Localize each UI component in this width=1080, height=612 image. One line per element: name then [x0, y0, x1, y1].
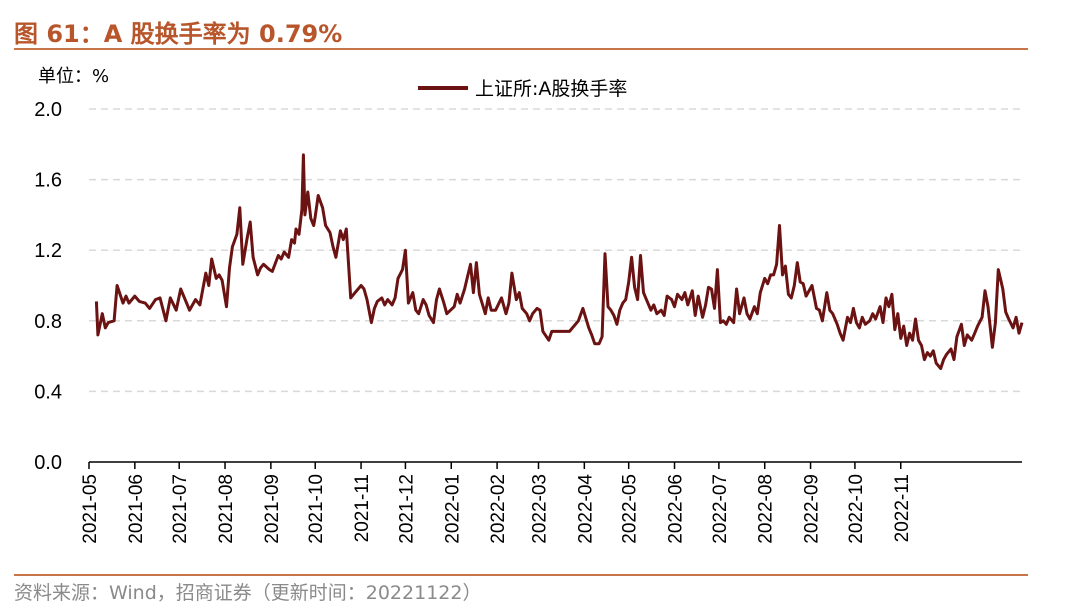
footer-divider [14, 574, 1028, 576]
x-tick-label: 2021-06 [126, 474, 147, 544]
x-tick-label: 2022-04 [575, 474, 596, 544]
x-tick-label: 2021-10 [306, 474, 327, 544]
y-tick-label: 1.2 [34, 240, 62, 262]
unit-label: 单位：% [38, 66, 110, 87]
y-tick-label: 2.0 [34, 99, 62, 121]
series-layer [94, 153, 1024, 370]
x-tick-label: 2021-09 [262, 474, 283, 544]
axes: 0.0 0.4 0.8 1.2 1.6 2.0 2021-05 2021-06 2021-07 2… [34, 99, 1022, 544]
x-tick-label: 2022-02 [488, 474, 509, 544]
legend-label: 上证所:A股换手率 [475, 78, 627, 100]
source-note: 资料来源：Wind，招商证券（更新时间：20221122） [14, 582, 482, 604]
gridlines [89, 108, 1022, 393]
x-tick-label: 2021-05 [80, 474, 101, 544]
x-tick-label: 2022-05 [620, 474, 641, 544]
y-tick-label: 0.4 [34, 381, 62, 403]
x-tick-label: 2022-06 [666, 474, 687, 544]
y-tick-label: 0.8 [34, 311, 62, 333]
x-tick-label: 2022-01 [442, 474, 463, 544]
y-tick-label: 0.0 [34, 452, 62, 474]
title-divider [14, 48, 1028, 50]
x-tick-label: 2021-08 [216, 474, 237, 544]
x-tick-label: 2022-03 [529, 474, 550, 544]
x-tick-label: 2022-08 [756, 474, 777, 544]
x-tick-label: 2021-12 [396, 474, 417, 544]
x-tick-label: 2022-07 [710, 474, 731, 544]
x-tick-label: 2021-11 [352, 474, 373, 542]
x-tick-label: 2022-09 [802, 474, 823, 544]
x-tick-label: 2022-11 [892, 474, 913, 542]
x-tick-label: 2022-10 [846, 474, 867, 544]
series-line [94, 153, 1024, 370]
x-tick-label: 2021-07 [170, 474, 191, 544]
chart-title: 图 61：A 股换手率为 0.79% [14, 20, 343, 48]
y-tick-label: 1.6 [34, 170, 62, 192]
legend: 上证所:A股换手率 [418, 78, 627, 100]
